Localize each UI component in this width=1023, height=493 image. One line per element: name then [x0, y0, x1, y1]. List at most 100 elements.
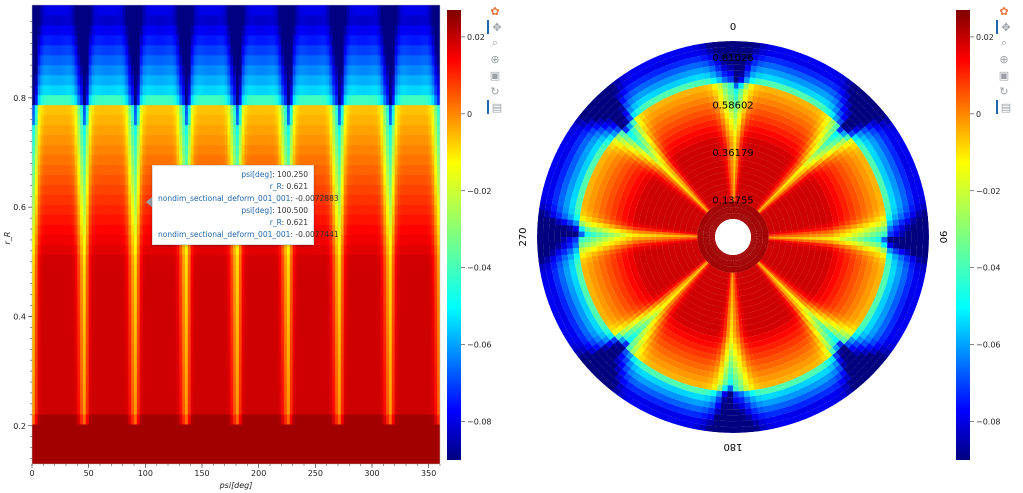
heatmap-cell — [326, 224, 330, 235]
heatmap-cell — [287, 404, 291, 415]
heatmap-cell — [37, 294, 41, 305]
heatmap-cell — [278, 94, 282, 106]
heatmap-cell — [51, 314, 56, 325]
heatmap-cell — [40, 84, 44, 96]
heatmap-cell — [292, 344, 296, 355]
heatmap-cell — [275, 444, 279, 455]
heatmap-cell — [190, 404, 194, 415]
cartesian-heatmap[interactable] — [32, 5, 440, 464]
heatmap-cell — [258, 34, 262, 46]
heatmap-cell — [295, 54, 299, 66]
heatmap-cell — [306, 374, 311, 385]
heatmap-cell — [196, 34, 200, 46]
heatmap-cell — [295, 354, 299, 365]
heatmap-cell — [321, 144, 325, 156]
heatmap-cell — [83, 214, 87, 225]
heatmap-cell — [114, 374, 118, 385]
heatmap-cell — [46, 74, 50, 86]
heatmap-cell — [176, 264, 180, 275]
heatmap-cell — [85, 324, 90, 335]
heatmap-cell — [309, 54, 313, 66]
heatmap-cell — [318, 214, 322, 225]
heatmap-cell — [216, 5, 220, 16]
heatmap-cell — [51, 14, 56, 26]
heatmap-cell — [162, 34, 166, 46]
heatmap-cell — [312, 274, 316, 285]
heatmap-cell — [32, 394, 36, 405]
heatmap-cell — [210, 5, 214, 16]
heatmap-cell — [60, 374, 64, 385]
heatmap-cell — [204, 74, 209, 86]
heatmap-cell — [176, 304, 180, 315]
heatmap-cell — [139, 364, 143, 375]
heatmap-cell — [108, 24, 112, 36]
heatmap-cell — [165, 114, 169, 126]
heatmap-cell — [148, 64, 152, 76]
heatmap-cell — [71, 264, 75, 275]
heatmap-cell — [219, 314, 223, 325]
heatmap-cell — [142, 74, 146, 86]
heatmap-cell — [309, 344, 313, 355]
heatmap-cell — [71, 214, 75, 225]
heatmap-cell — [43, 184, 47, 195]
heatmap-cell — [275, 414, 279, 425]
heatmap-cell — [284, 154, 288, 166]
heatmap-cell — [139, 394, 143, 405]
heatmap-cell — [332, 344, 336, 355]
heatmap-cell — [176, 444, 180, 455]
heatmap-cell — [88, 394, 92, 405]
heatmap-cell — [66, 264, 70, 275]
heatmap-cell — [37, 314, 41, 325]
heatmap-cell — [253, 104, 257, 116]
heatmap-cell — [270, 144, 274, 156]
heatmap-cell — [298, 384, 302, 395]
heatmap-cell — [241, 394, 245, 405]
heatmap-cell — [145, 94, 149, 106]
heatmap-cell — [275, 384, 279, 395]
heatmap-cell — [168, 34, 172, 46]
heatmap-cell — [139, 204, 143, 215]
heatmap-cell — [176, 324, 180, 335]
heatmap-cell — [247, 354, 251, 365]
heatmap-cell — [261, 304, 265, 315]
heatmap-cell — [315, 344, 319, 355]
heatmap-cell — [153, 324, 158, 335]
heatmap-cell — [272, 344, 277, 355]
heatmap-cell — [85, 194, 90, 205]
heatmap-cell — [323, 384, 328, 395]
heatmap-cell — [77, 5, 81, 16]
heatmap-cell — [97, 34, 101, 46]
heatmap-cell — [326, 104, 330, 116]
heatmap-cell — [238, 24, 243, 36]
heatmap-cell — [289, 264, 294, 275]
heatmap-cell — [196, 14, 200, 26]
heatmap-cell — [125, 354, 129, 365]
heatmap-cell — [326, 54, 330, 66]
heatmap-cell — [219, 134, 223, 146]
heatmap-cell — [258, 344, 262, 355]
heatmap-cell — [221, 284, 226, 295]
heatmap-cell — [309, 34, 313, 46]
heatmap-cell — [323, 54, 328, 66]
heatmap-cell — [264, 284, 268, 295]
heatmap-cell — [159, 144, 163, 156]
heatmap-cell — [326, 34, 330, 46]
heatmap-cell — [63, 234, 67, 245]
heatmap-cell — [83, 5, 87, 16]
heatmap-cell — [270, 104, 274, 116]
heatmap-cell — [37, 384, 41, 395]
heatmap-cell — [128, 314, 132, 325]
heatmap-cell — [275, 154, 279, 166]
heatmap-cell — [323, 284, 328, 295]
heatmap-cell — [321, 254, 325, 265]
heatmap-cell — [187, 34, 192, 46]
heatmap-cell — [250, 14, 254, 26]
heatmap-cell — [117, 54, 121, 66]
heatmap-cell — [306, 414, 311, 425]
heatmap-cell — [329, 64, 333, 76]
heatmap-cell — [66, 344, 70, 355]
heatmap-cell — [287, 394, 291, 405]
heatmap-cell — [315, 104, 319, 116]
heatmap-cell — [292, 54, 296, 66]
heatmap-cell — [136, 104, 141, 116]
